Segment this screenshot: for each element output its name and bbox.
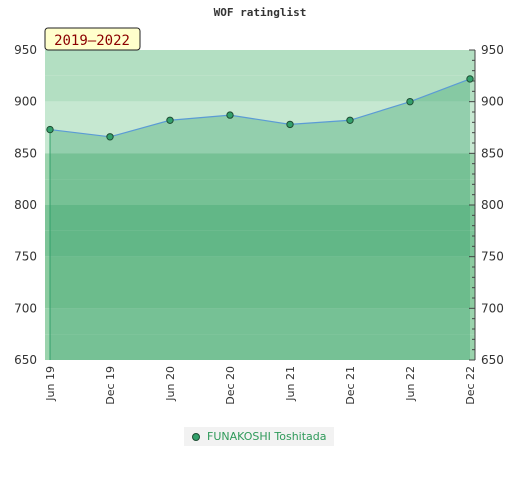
series-line — [49, 78, 471, 138]
data-point — [286, 120, 294, 129]
legend-label: FUNAKOSHI Toshitada — [207, 430, 327, 443]
y-tick-label-left: 750 — [14, 250, 37, 264]
y-tick-label-right: 900 — [481, 95, 504, 109]
x-axis: Jun 19 Dec 19 Jun 20 Dec 20 Jun 21 Dec 21 Jun … — [44, 366, 477, 405]
data-point — [406, 97, 414, 106]
series-fill — [50, 78, 470, 360]
period-badge: 2019–2022 — [44, 27, 141, 51]
y-axis-right: 650 700 750 800 850 900 950 — [469, 43, 504, 367]
y-tick-label-right: 650 — [481, 353, 504, 367]
y-tick-label-left: 700 — [14, 301, 37, 315]
y-tick-label-left: 900 — [14, 95, 37, 109]
x-tick-label: Dec 22 — [464, 366, 477, 405]
data-point — [46, 125, 54, 134]
background-band — [45, 282, 475, 309]
x-tick-label: Jun 21 — [284, 366, 297, 402]
y-tick-label-left: 850 — [14, 146, 37, 160]
y-tick-label-left: 650 — [14, 353, 37, 367]
series-area — [49, 78, 471, 360]
x-tick-label: Dec 20 — [224, 366, 237, 405]
background-band — [45, 127, 475, 154]
x-tick-label: Jun 20 — [164, 366, 177, 402]
background-band — [45, 256, 475, 283]
y-tick-label-left: 950 — [14, 43, 37, 57]
x-tick-label: Jun 19 — [44, 366, 57, 402]
data-point — [466, 75, 474, 83]
data-point — [166, 116, 174, 124]
background-band — [45, 153, 475, 180]
data-point — [226, 111, 234, 119]
data-point — [346, 116, 354, 124]
y-tick-label-left: 800 — [14, 198, 37, 212]
x-tick-label: Jun 22 — [404, 366, 417, 402]
y-tick-label-right: 850 — [481, 146, 504, 160]
background-bands — [45, 50, 475, 360]
legend: FUNAKOSHI Toshitada — [184, 427, 334, 446]
y-tick-label-right: 700 — [481, 301, 504, 315]
legend-marker-icon — [192, 432, 200, 441]
series-points — [46, 75, 474, 141]
y-tick-label-right: 800 — [481, 198, 504, 212]
background-band — [45, 334, 475, 360]
y-tick-label-right: 750 — [481, 250, 504, 264]
background-band — [45, 75, 475, 102]
chart-title: WOF ratinglist — [214, 6, 307, 19]
period-badge-text: 2019–2022 — [54, 33, 130, 49]
background-band — [45, 205, 475, 231]
background-band — [45, 308, 475, 335]
background-band — [45, 230, 475, 257]
background-band — [45, 50, 475, 76]
y-axis-left: 650 700 750 800 850 900 950 — [14, 43, 37, 367]
x-tick-label: Dec 21 — [344, 366, 357, 405]
x-tick-label: Dec 19 — [104, 366, 117, 405]
background-band — [45, 179, 475, 205]
y-tick-label-right: 950 — [481, 43, 504, 57]
background-band — [45, 101, 475, 128]
data-point — [106, 133, 114, 141]
